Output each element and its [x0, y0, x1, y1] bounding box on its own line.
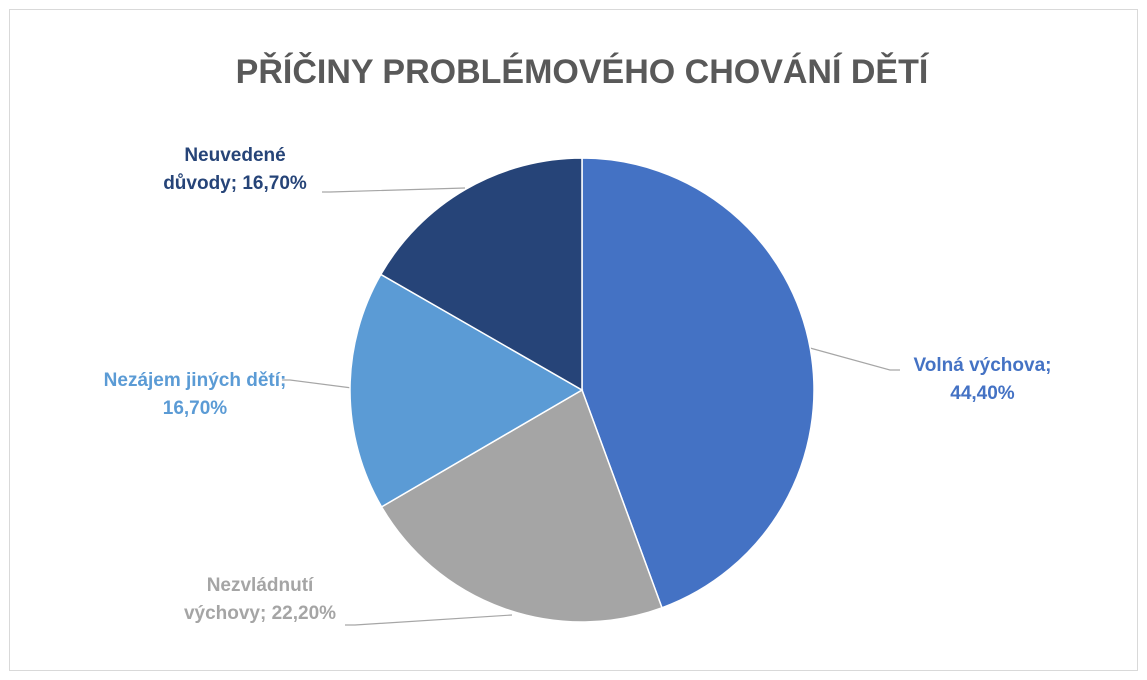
- pie-slice: [379, 157, 583, 392]
- data-label: Nezájem jiných dětí; 16,70%: [103, 370, 287, 419]
- data-label: Neuvedené důvody; 16,70%: [163, 145, 307, 194]
- leader-line: [322, 187, 466, 193]
- leader-lines: [282, 187, 900, 626]
- chart-title: PŘÍČINY PROBLÉMOVÉHO CHOVÁNÍ DĚTÍ: [236, 52, 930, 91]
- pie-slice: [349, 273, 584, 508]
- data-label: Nezvládnutí výchovy; 22,20%: [183, 575, 337, 624]
- leader-line: [809, 347, 900, 371]
- data-label: Volná výchova; 44,40%: [913, 355, 1052, 404]
- leader-line: [282, 379, 353, 389]
- pie-slice: [581, 157, 815, 609]
- pie-slice: [380, 388, 663, 623]
- leader-line: [345, 614, 513, 626]
